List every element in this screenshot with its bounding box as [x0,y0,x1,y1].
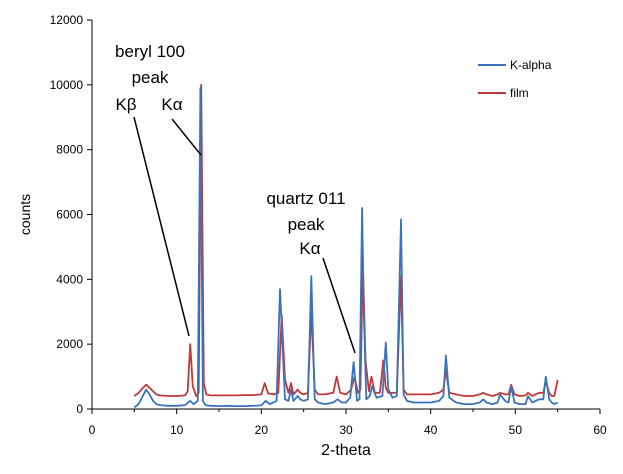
annotation-quartz-line2: peak [288,215,325,234]
y-axis-label: counts [17,194,33,235]
annotation-pointer-kalpha-beryl [171,118,202,156]
y-tick-label: 6000 [56,208,83,222]
annotation-kalpha-beryl: Kα [161,95,182,114]
y-tick-label: 0 [76,402,83,416]
annotation-pointer-quartz [322,257,356,354]
annotation-quartz-line1: quartz 011 [266,189,345,208]
y-tick-label: 2000 [56,337,83,351]
y-ticks: 0 2000 4000 6000 8000 10000 12000 [50,13,92,416]
y-tick-label: 8000 [56,143,83,157]
annotations: beryl 100 peak Kβ Kα quartz 011 peak Kα [115,42,356,354]
x-axis-label: 2-theta [321,442,371,459]
annotation-beryl-line2: peak [132,68,169,87]
x-ticks: 0 10 20 30 40 50 60 [89,409,607,437]
x-tick-label: 30 [339,423,353,437]
x-tick-label: 0 [89,423,96,437]
series-lines [133,83,559,409]
series-line-k-alpha [133,87,559,409]
x-tick-label: 10 [170,423,184,437]
annotation-quartz-line3: Kα [299,239,320,258]
y-tick-label: 12000 [50,13,84,27]
legend-label: film [510,86,529,100]
x-tick-label: 40 [424,423,438,437]
y-tick-label: 4000 [56,272,83,286]
x-tick-label: 20 [255,423,269,437]
x-tick-label: 60 [593,423,607,437]
legend: K-alpha film [478,58,552,100]
legend-label: K-alpha [510,58,552,72]
annotation-beryl-line1: beryl 100 [115,42,185,61]
x-tick-label: 50 [509,423,523,437]
annotation-kbeta: Kβ [115,95,136,114]
y-tick-label: 10000 [50,78,84,92]
annotation-pointer-kbeta [133,116,190,337]
